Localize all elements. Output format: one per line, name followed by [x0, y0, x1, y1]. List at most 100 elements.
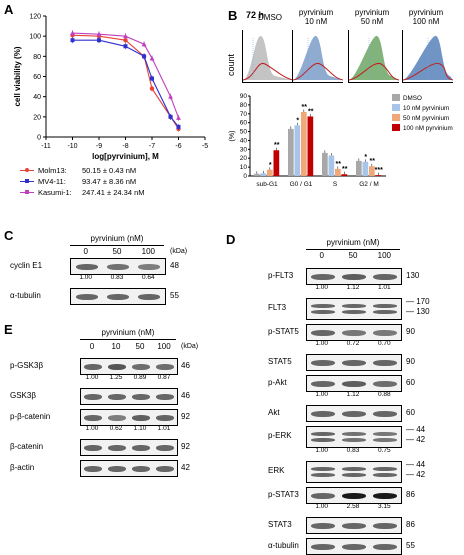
flow-histograms: count DMSO pyrvinium 10 nM pyrvinium 50 nM p… [226, 8, 464, 98]
y-tick-label: 40 [240, 137, 248, 144]
protein-band [310, 329, 335, 336]
protein-band [108, 393, 126, 400]
protein-band [373, 410, 398, 417]
protein-band [373, 304, 398, 308]
category-label: S [333, 181, 338, 188]
blot-row-label: STAT3 [268, 519, 292, 529]
protein-band [373, 359, 398, 366]
protein-band [342, 273, 366, 280]
blot-strip [306, 487, 402, 504]
band-quantification: 1.01 [377, 284, 391, 291]
protein-band [108, 414, 126, 421]
band-quantification: 1.00 [315, 284, 328, 291]
protein-band [342, 410, 366, 417]
protein-band [138, 263, 161, 270]
protein-band [84, 363, 102, 370]
blot-strip [70, 288, 166, 305]
band-quantification: 3.15 [377, 503, 391, 510]
y-tick-label: 90 [240, 93, 248, 100]
protein-band [342, 329, 366, 336]
bar [288, 128, 294, 176]
significance-mark: *** [375, 167, 383, 174]
protein-band [310, 310, 335, 314]
lane-label: 10 [111, 342, 121, 351]
blot-strip [70, 258, 166, 275]
y-axis-label: cell viability (%) [13, 46, 22, 106]
molecular-weight: 55 [170, 290, 179, 300]
significance-mark: * [269, 162, 272, 169]
blot-row-label: α-tubulin [268, 540, 299, 550]
band-quantification: 2.58 [346, 503, 360, 510]
lane-label: 50 [112, 247, 122, 256]
blot-c: pyrvinium (nM) 0 50 100 (kDa) cyclin E1 48 1.00… [0, 228, 215, 308]
blot-strip [306, 298, 402, 320]
x-tick-label: -9 [96, 143, 102, 150]
band-quantification: 0.72 [346, 340, 360, 347]
histogram-fill [349, 35, 399, 80]
significance-mark: ** [370, 158, 376, 165]
protein-band [132, 414, 150, 421]
molecular-weight: 48 [170, 260, 179, 270]
molecular-weight: 60 [406, 407, 415, 417]
molecular-weight: 46 [181, 360, 190, 370]
panel-d-letter: D [226, 232, 236, 247]
protein-band [132, 393, 150, 400]
bar [369, 166, 375, 176]
bar [254, 173, 260, 176]
data-point [142, 54, 147, 59]
band-quantification: 1.00 [315, 340, 328, 347]
category-label: G0 / G1 [290, 181, 313, 188]
protein-band [310, 522, 335, 529]
blot-header: pyrvinium (nM) [101, 328, 155, 337]
protein-band [373, 310, 398, 314]
significance-mark: * [296, 117, 299, 124]
y-tick-label: 0 [37, 135, 41, 142]
panel-a-letter: A [4, 2, 14, 17]
panel-e-letter: E [4, 322, 13, 337]
x-tick-label: -8 [122, 143, 128, 150]
blot-row-label: p-FLT3 [268, 270, 294, 280]
band-quantification: 1.00 [79, 274, 92, 281]
band-quantification: 1.00 [85, 374, 99, 381]
x-tick-label: -5 [202, 143, 208, 150]
protein-band [84, 414, 102, 421]
protein-band [310, 432, 335, 436]
flow-time-label: 72 h [246, 10, 265, 20]
kda-label: (kDa) [170, 248, 188, 255]
protein-band [310, 380, 335, 387]
bar [307, 116, 314, 176]
molecular-weight: — 130 [406, 307, 430, 316]
bar [273, 150, 280, 176]
flow-histogram-title: pyrvinium 100 nM [408, 8, 444, 26]
molecular-weight: — 42 [406, 435, 426, 444]
legend-label: DMSO [403, 95, 422, 102]
protein-band [310, 438, 335, 442]
blot-row-label: p-β-catenin [10, 411, 51, 421]
protein-band [75, 293, 98, 300]
protein-band [107, 293, 129, 300]
histogram-overlay [349, 62, 399, 81]
molecular-weight: — 44 [406, 460, 426, 469]
lane-label: 50 [348, 251, 358, 260]
y-tick-label: 80 [240, 102, 248, 109]
histogram-overlay [243, 62, 293, 81]
blot-header-underline [306, 249, 400, 250]
bar [362, 161, 369, 176]
legend-swatch [392, 94, 400, 101]
protein-band [310, 492, 335, 499]
panel-c-letter: C [4, 228, 14, 243]
protein-band [132, 465, 150, 472]
bar [375, 175, 382, 176]
viability-chart: -11 -10 -9 -8 -7 -6 -5 0 20 40 60 80 100 120 log[pyrvi… [13, 14, 208, 162]
legend-marker [25, 179, 29, 183]
legend-swatch [392, 124, 400, 131]
y-tick-label: 20 [240, 155, 248, 162]
protein-band [75, 263, 98, 270]
data-point [70, 30, 75, 36]
blot-header-underline [80, 339, 176, 340]
blot-strip [306, 538, 402, 555]
molecular-weight: 130 [406, 270, 420, 280]
y-tick-label: 50 [240, 129, 248, 136]
flow-histogram-title: pyrvinium 10 nM [298, 8, 334, 26]
band-quantification: 1.00 [85, 425, 99, 432]
